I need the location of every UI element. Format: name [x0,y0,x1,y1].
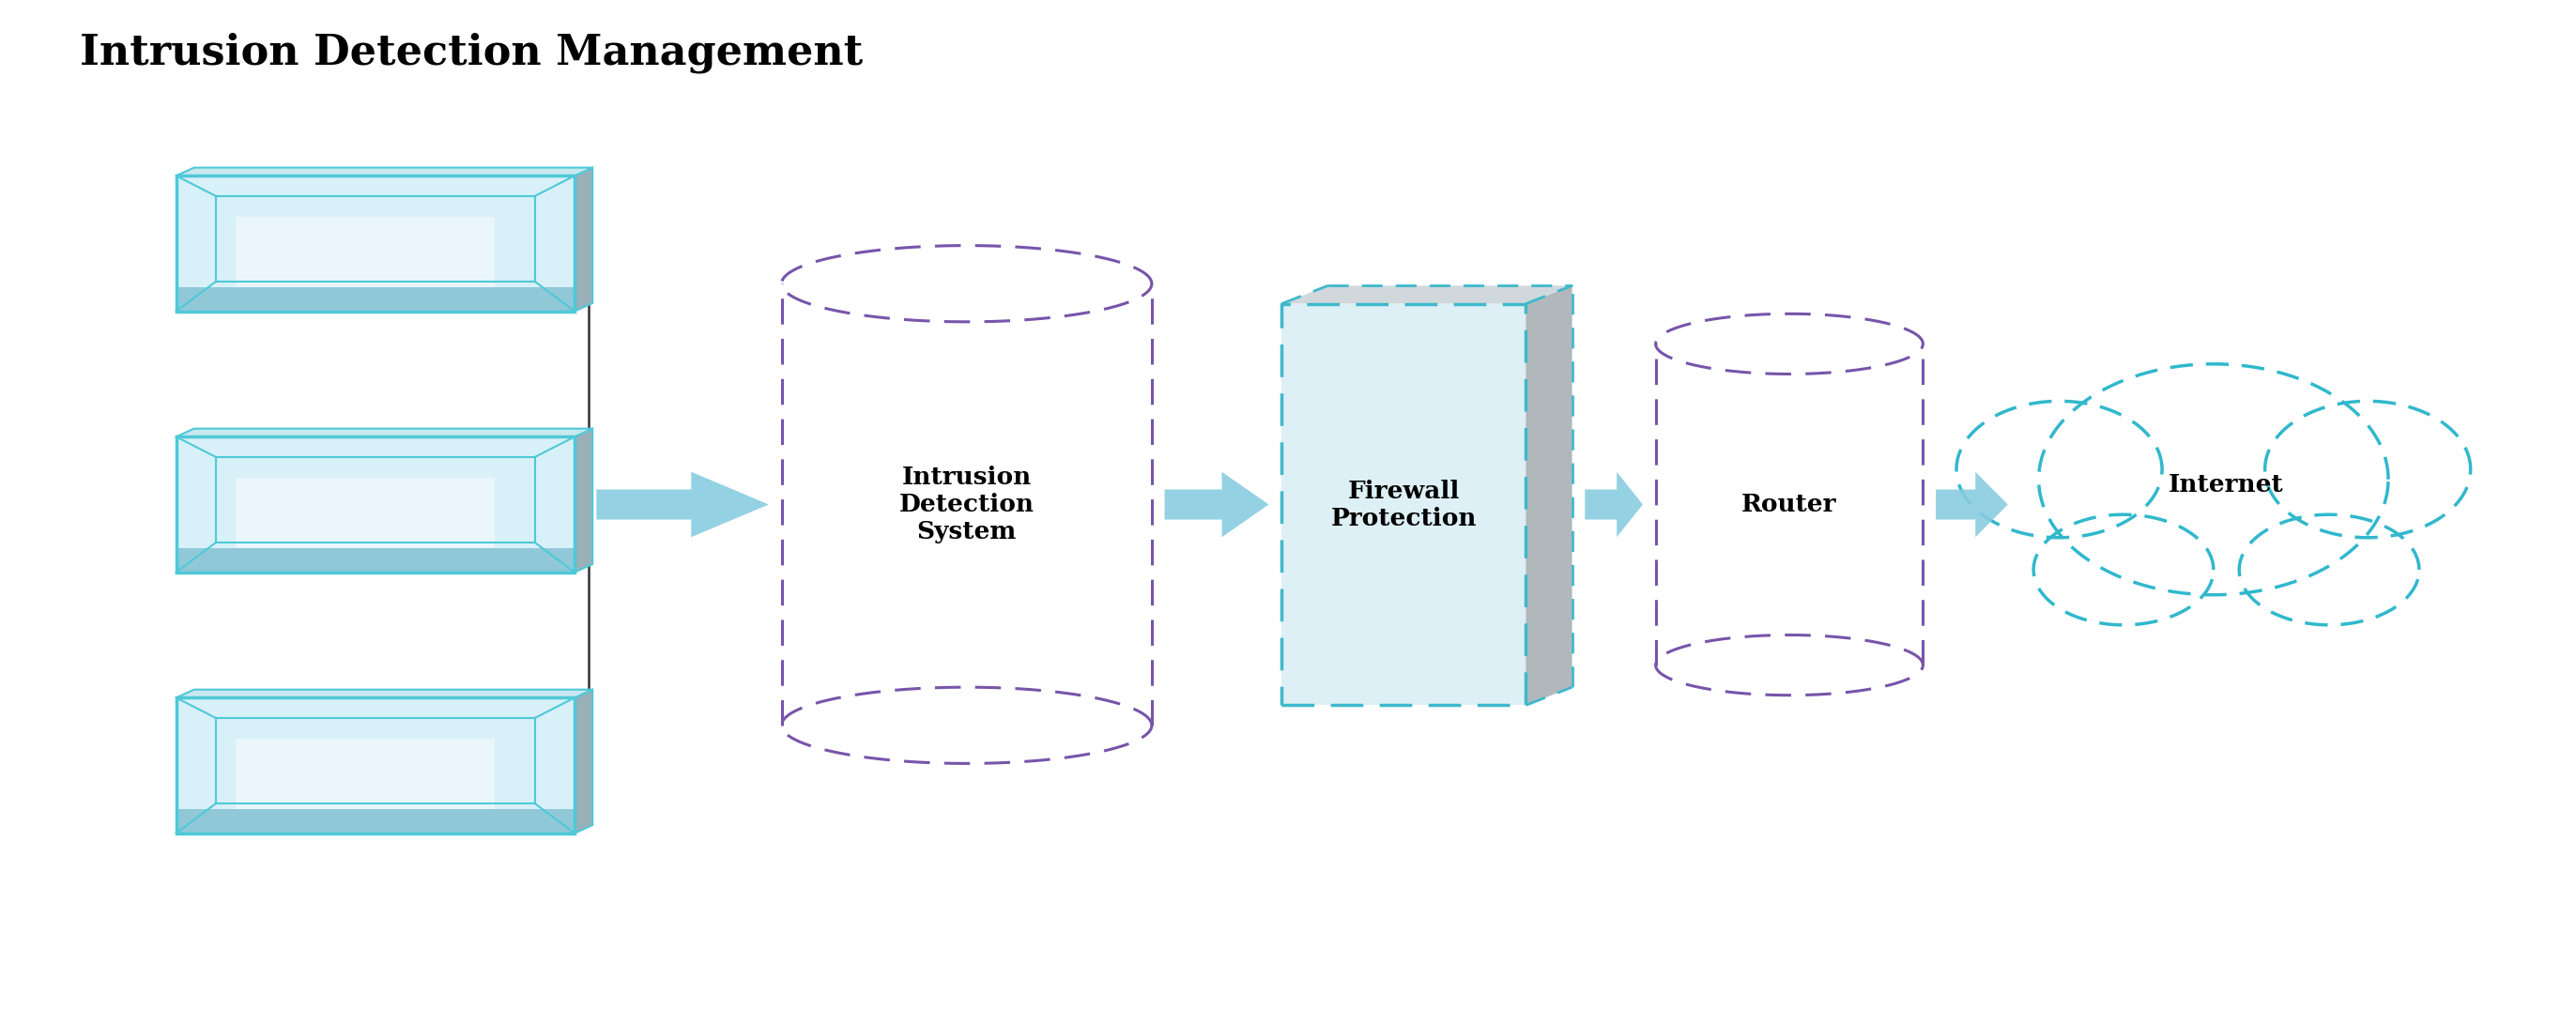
FancyBboxPatch shape [175,548,574,572]
Polygon shape [175,689,592,698]
Polygon shape [1656,344,1922,665]
Polygon shape [1164,472,1270,537]
FancyBboxPatch shape [175,176,574,287]
FancyBboxPatch shape [175,809,574,833]
FancyBboxPatch shape [237,739,495,809]
Text: Router: Router [1741,492,1837,517]
Polygon shape [598,472,768,537]
Polygon shape [781,284,1151,725]
FancyBboxPatch shape [237,216,495,287]
Polygon shape [175,167,592,176]
Polygon shape [1656,635,1922,695]
FancyBboxPatch shape [237,477,495,548]
Text: Intrusion Detection Management: Intrusion Detection Management [80,32,863,74]
Polygon shape [1283,286,1571,304]
Text: Internet: Internet [2169,472,2285,496]
FancyBboxPatch shape [175,287,574,311]
FancyBboxPatch shape [1283,304,1525,705]
Polygon shape [1584,472,1643,537]
Polygon shape [2264,402,2470,538]
Text: Firewall
Protection: Firewall Protection [1332,479,1476,530]
Polygon shape [1525,286,1571,705]
Polygon shape [781,687,1151,764]
Polygon shape [781,245,1151,322]
Polygon shape [2239,515,2419,625]
FancyBboxPatch shape [175,698,574,809]
Polygon shape [574,429,592,572]
Text: Intrusion
Detection
System: Intrusion Detection System [899,465,1033,544]
Polygon shape [175,429,592,437]
Polygon shape [574,167,592,311]
FancyBboxPatch shape [175,437,574,548]
Polygon shape [574,689,592,833]
Polygon shape [1955,402,2161,538]
Polygon shape [1935,472,2007,537]
Polygon shape [2032,515,2213,625]
Polygon shape [2038,364,2388,595]
Polygon shape [1656,314,1922,374]
